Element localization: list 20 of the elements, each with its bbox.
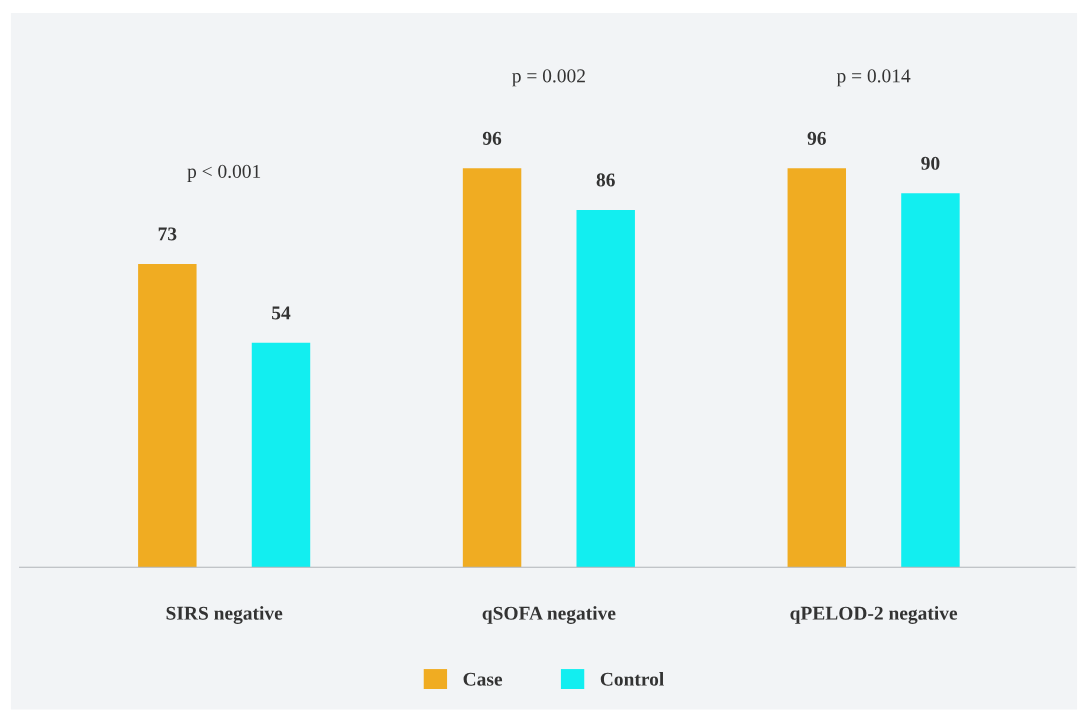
bar xyxy=(901,193,960,568)
data-label: 73 xyxy=(158,227,177,241)
legend-label: Case xyxy=(463,672,503,686)
data-label: 96 xyxy=(482,131,502,145)
bar xyxy=(462,168,522,568)
data-label: 96 xyxy=(807,131,826,145)
data-label: 86 xyxy=(596,173,615,187)
x-tick-label: qPELOD-2 negative xyxy=(790,606,958,624)
legend-label: Control xyxy=(600,672,664,686)
bar xyxy=(251,342,311,568)
annotation: p < 0.001 xyxy=(187,164,261,182)
text: p = 0.014 xyxy=(836,69,911,87)
bar xyxy=(138,263,197,568)
data-label: 90 xyxy=(921,156,940,170)
text: p = 0.002 xyxy=(512,69,585,87)
data-label: 54 xyxy=(272,306,291,320)
x-tick-label: qSOFA negative xyxy=(482,606,616,624)
x-tick-label: SIRS negative xyxy=(166,606,283,624)
bar xyxy=(576,209,635,568)
bar xyxy=(787,168,847,568)
